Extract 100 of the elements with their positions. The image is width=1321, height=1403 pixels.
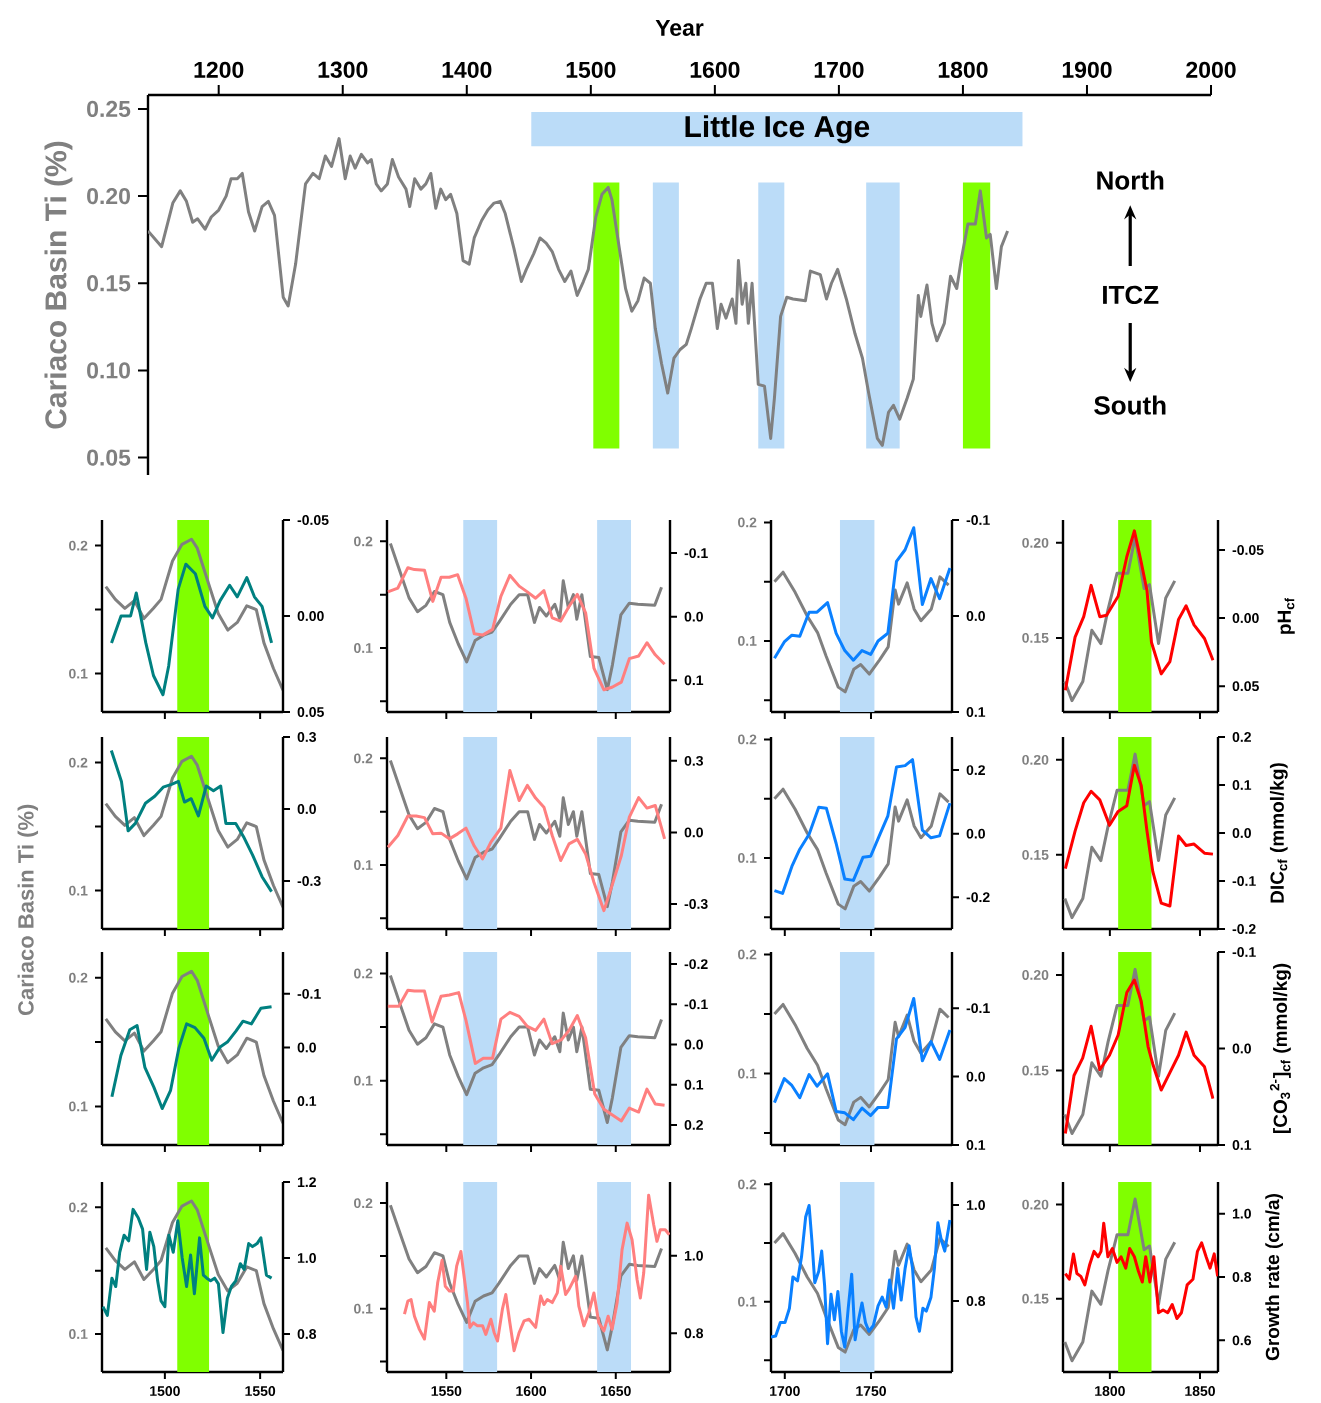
line-series xyxy=(772,526,952,662)
line-series xyxy=(109,748,274,894)
y2-tick-label: -0.05 xyxy=(1232,545,1264,555)
y2-tick-label: 0.8 xyxy=(684,1328,704,1339)
y2-tick-label: -0.1 xyxy=(297,988,321,999)
y2-tick-label: 0.00 xyxy=(297,611,324,621)
line-series xyxy=(772,570,951,694)
y2-axis-title: pH$_{cf}$ xyxy=(1277,597,1295,634)
x-tick-label: 1750 xyxy=(856,1386,886,1396)
y2-tick-label: -0.3 xyxy=(297,876,321,886)
x-tick-label: 1600 xyxy=(690,61,740,78)
y2-tick-label: 0.8 xyxy=(297,1329,317,1339)
y-tick-label: 0.2 xyxy=(69,757,88,768)
y2-tick-label: 1.0 xyxy=(1232,1208,1251,1219)
y-tick-label: 0.1 xyxy=(738,1068,757,1079)
y2-axis-title: Growth rate (cm/a) xyxy=(1265,1194,1283,1361)
y-tick-label: 0.1 xyxy=(69,668,88,679)
annotation: North xyxy=(1097,170,1164,190)
x-tick-label: 1600 xyxy=(516,1386,547,1396)
x-tick-label: 1700 xyxy=(814,61,864,78)
y2-tick-label: 0.00 xyxy=(1232,613,1259,623)
line-series xyxy=(104,537,283,692)
y2-axis-title: [CO$_{3}$$^{2-}$]$_{cf}$ (mmol/kg) xyxy=(1269,963,1291,1134)
x-tick-label: 1900 xyxy=(1062,61,1112,78)
y2-tick-label: 0.8 xyxy=(966,1296,986,1306)
y2-tick-label: -0.2 xyxy=(966,892,990,903)
y2-tick-label: 0.2 xyxy=(1232,732,1251,742)
y-tick-label: 0.2 xyxy=(69,1202,88,1213)
y-axis-title: Cariaco Basin Ti (%) xyxy=(44,141,73,429)
y2-tick-label: 0.6 xyxy=(1232,1335,1252,1346)
annotation: South xyxy=(1094,395,1166,415)
y2-tick-label: 0.0 xyxy=(1232,1043,1251,1054)
y2-tick-label: 1.0 xyxy=(966,1200,985,1210)
y2-tick-label: 0.1 xyxy=(684,1079,704,1090)
x-tick-label: 1300 xyxy=(318,61,368,78)
y2-tick-label: 0.1 xyxy=(966,1140,986,1150)
y2-tick-label: 0.3 xyxy=(684,755,704,766)
annotation: ITCZ xyxy=(1103,285,1159,305)
y2-tick-label: -0.1 xyxy=(966,1003,990,1014)
line-series xyxy=(104,754,283,909)
y2-tick-label: -0.1 xyxy=(684,999,708,1010)
y-tick-label: 0.2 xyxy=(69,540,88,551)
y-tick-label: 0.20 xyxy=(1022,537,1049,548)
y-tick-label: 0.20 xyxy=(1022,1199,1049,1210)
x-tick-label: 1550 xyxy=(431,1386,462,1396)
x-tick-label: 1650 xyxy=(601,1386,631,1396)
y2-tick-label: -0.2 xyxy=(684,959,708,970)
y-tick-label: 0.1 xyxy=(354,1075,373,1086)
y-tick-label: 0.15 xyxy=(1022,849,1049,860)
y-tick-label: 0.1 xyxy=(69,885,88,896)
x-tick-label: 1700 xyxy=(770,1386,800,1396)
y2-tick-label: 0.1 xyxy=(1232,780,1252,790)
x-tick-label: 2000 xyxy=(1186,61,1236,78)
line-series xyxy=(772,787,951,911)
y-tick-label: 0.10 xyxy=(87,362,130,379)
x-tick-label: 1550 xyxy=(245,1386,276,1396)
y-tick-label: 0.1 xyxy=(354,860,373,870)
y2-tick-label: 0.0 xyxy=(684,1039,703,1050)
y2-tick-label: 0.2 xyxy=(684,1119,703,1130)
y-tick-label: 0.1 xyxy=(354,643,373,653)
y2-tick-label: 0.05 xyxy=(297,707,324,717)
line-series xyxy=(387,566,667,692)
y-tick-label: 0.1 xyxy=(69,1329,88,1339)
y2-tick-label: -0.2 xyxy=(1232,924,1256,934)
y-tick-label: 0.2 xyxy=(738,949,757,960)
y-tick-label: 0.2 xyxy=(354,968,373,979)
y2-tick-label: 0.1 xyxy=(1232,1140,1252,1150)
y2-tick-label: -0.05 xyxy=(297,515,329,525)
y2-tick-label: -0.1 xyxy=(1232,947,1256,957)
line-series xyxy=(772,758,952,895)
y-tick-label: 0.2 xyxy=(738,517,757,528)
y2-tick-label: -0.3 xyxy=(684,899,708,909)
y-tick-label: 0.1 xyxy=(69,1101,88,1112)
y2-tick-label: 0.0 xyxy=(1232,828,1251,838)
y-tick-label: 0.2 xyxy=(354,536,373,547)
y2-tick-label: -0.1 xyxy=(684,548,708,559)
y2-tick-label: 0.0 xyxy=(297,804,316,814)
line-series xyxy=(1063,1221,1218,1320)
y2-tick-label: -0.1 xyxy=(1232,876,1256,886)
y2-tick-label: 0.0 xyxy=(684,611,703,622)
y2-tick-label: 0.05 xyxy=(1232,681,1259,692)
y-tick-label: 0.15 xyxy=(87,275,131,292)
y-tick-label: 0.15 xyxy=(1022,632,1049,643)
line-series xyxy=(110,1005,274,1111)
y-tick-label: 0.1 xyxy=(354,1303,373,1314)
x-tick-label: 1800 xyxy=(1095,1386,1125,1396)
band-label: Little Ice Age xyxy=(685,115,870,144)
y2-tick-label: -0.1 xyxy=(966,515,990,525)
y2-tick-label: 0.3 xyxy=(297,732,317,742)
x-axis-title: Year xyxy=(655,19,704,36)
y-tick-label: 0.2 xyxy=(69,972,88,983)
x-tick-label: 1850 xyxy=(1185,1386,1215,1396)
y-tick-label: 0.1 xyxy=(738,1296,757,1307)
x-tick-label: 1400 xyxy=(442,61,492,78)
y2-axis-title: DIC$_{cf}$ (mmol/kg) xyxy=(1269,763,1288,903)
y-tick-label: 0.15 xyxy=(1022,1065,1049,1076)
y2-tick-label: 0.0 xyxy=(966,1071,985,1082)
x-tick-label: 1500 xyxy=(150,1386,180,1396)
line-series xyxy=(110,562,274,697)
line-series xyxy=(1063,978,1215,1135)
